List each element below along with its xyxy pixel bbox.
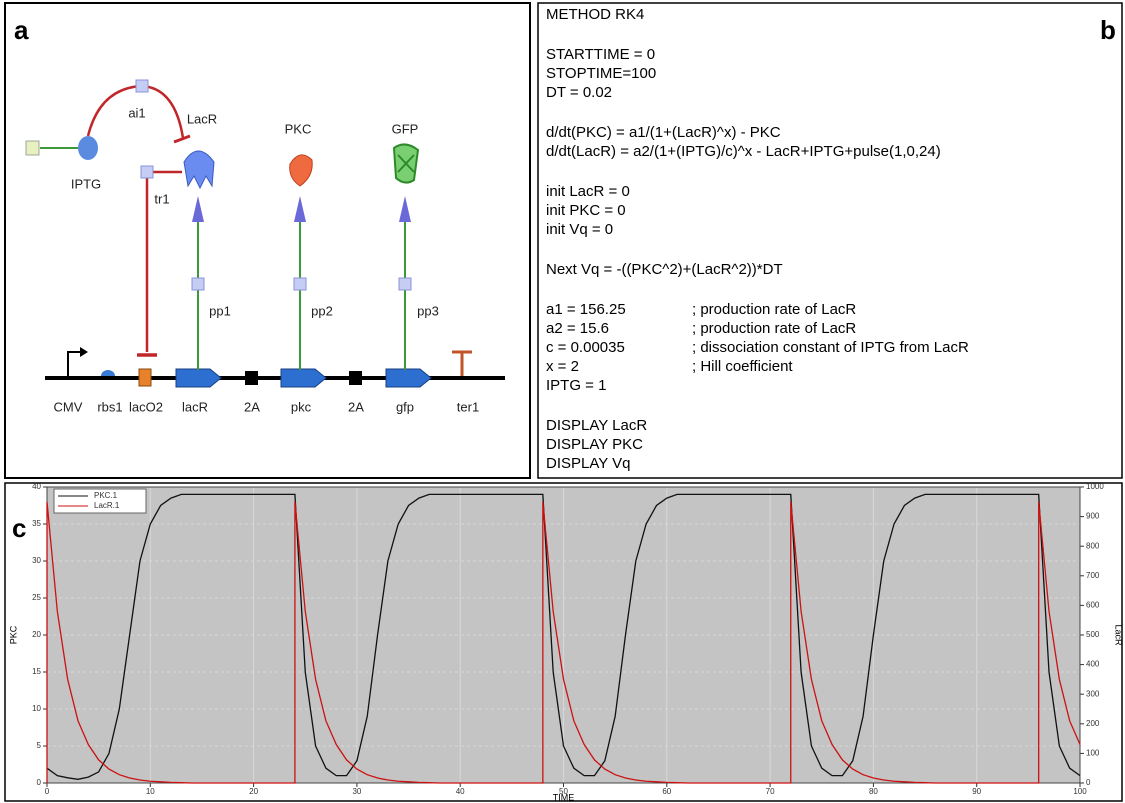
y-tick-label: 40	[32, 482, 41, 491]
part-label: lacR	[182, 399, 208, 414]
y2-tick-label: 700	[1086, 571, 1100, 580]
y2-tick-label: 200	[1086, 719, 1100, 728]
code-line: d/dt(LacR) = a2/(1+(IPTG)/c)^x - LacR+IP…	[546, 143, 941, 160]
x-tick-label: 20	[249, 787, 258, 796]
legend-label: LacR.1	[94, 501, 120, 510]
species-label: IPTG	[71, 176, 101, 191]
code-line: STARTTIME = 0	[546, 46, 655, 63]
x-axis-label: TIME	[553, 792, 575, 802]
species-label: GFP	[392, 121, 419, 136]
iptg-molecule	[78, 136, 98, 160]
lacr-protein	[184, 151, 214, 188]
part-label: 2A	[244, 399, 260, 414]
part-label: lacO2	[129, 399, 163, 414]
code-line: DISPLAY PKC	[546, 436, 643, 453]
code-line: a2 = 15.6	[546, 320, 609, 337]
y-tick-label: 20	[32, 630, 41, 639]
code-line: init LacR = 0	[546, 183, 630, 200]
figure: CMV rbs1 lacO2 lacR 2A pkc 2A gfp ter1 I…	[0, 0, 1125, 803]
y-tick-label: 5	[37, 741, 42, 750]
reaction-label: tr1	[154, 191, 169, 206]
y2-tick-label: 900	[1086, 512, 1100, 521]
code-line: IPTG = 1	[546, 377, 606, 394]
panel-label: b	[1100, 15, 1116, 45]
y-tick-label: 0	[37, 778, 42, 787]
x-tick-label: 10	[146, 787, 155, 796]
panel-label: c	[12, 513, 26, 543]
x-tick-label: 90	[972, 787, 981, 796]
x-tick-label: 30	[352, 787, 361, 796]
code-line: STOPTIME=100	[546, 65, 656, 82]
gfp-protein	[394, 144, 418, 182]
y2-tick-label: 300	[1086, 689, 1100, 698]
species-label: LacR	[187, 111, 217, 126]
2a-site	[245, 371, 258, 385]
reaction-label: pp1	[209, 303, 231, 318]
part-label: rbs1	[97, 399, 122, 414]
part-label: ter1	[457, 399, 479, 414]
reaction-node	[136, 80, 148, 92]
2a-site	[349, 371, 362, 385]
y2-tick-label: 400	[1086, 660, 1100, 669]
x-tick-label: 100	[1073, 787, 1087, 796]
y2-axis-label: LacR	[1114, 624, 1124, 646]
reaction-node	[399, 278, 411, 290]
y2-tick-label: 1000	[1086, 482, 1104, 491]
code-line: init Vq = 0	[546, 221, 613, 238]
x-tick-label: 40	[456, 787, 465, 796]
y2-tick-label: 500	[1086, 630, 1100, 639]
y-tick-label: 30	[32, 556, 41, 565]
code-line: Next Vq = -((PKC^2)+(LacR^2))*DT	[546, 261, 783, 278]
y-tick-label: 15	[32, 667, 41, 676]
y-tick-label: 10	[32, 704, 41, 713]
part-label: gfp	[396, 399, 414, 414]
x-tick-label: 70	[766, 787, 775, 796]
x-tick-label: 60	[662, 787, 671, 796]
code-line: METHOD RK4	[546, 6, 644, 23]
operator	[139, 369, 151, 386]
y-axis-label: PKC	[8, 625, 18, 644]
code-line: a1 = 156.25	[546, 301, 626, 318]
code-comment: ; production rate of LacR	[692, 320, 856, 337]
code-comment: ; production rate of LacR	[692, 301, 856, 318]
code-line: DT = 0.02	[546, 84, 612, 101]
code-line: c = 0.00035	[546, 339, 625, 356]
inducer-icon	[26, 141, 39, 155]
y2-tick-label: 800	[1086, 541, 1100, 550]
legend-label: PKC.1	[94, 491, 118, 500]
y2-tick-label: 600	[1086, 601, 1100, 610]
reaction-node	[294, 278, 306, 290]
part-label: CMV	[54, 399, 83, 414]
reaction-label: pp3	[417, 303, 439, 318]
code-line: d/dt(PKC) = a1/(1+(LacR)^x) - PKC	[546, 124, 781, 141]
reaction-node	[192, 278, 204, 290]
part-label: 2A	[348, 399, 364, 414]
code-line: DISPLAY Vq	[546, 455, 631, 472]
code-line: DISPLAY LacR	[546, 417, 647, 434]
panel-a-frame	[5, 3, 530, 478]
panel-label: a	[14, 15, 29, 45]
code-line: init PKC = 0	[546, 202, 626, 219]
y2-tick-label: 0	[1086, 778, 1091, 787]
x-tick-label: 80	[869, 787, 878, 796]
y2-tick-label: 100	[1086, 749, 1100, 758]
x-tick-label: 0	[45, 787, 50, 796]
code-comment: ; dissociation constant of IPTG from Lac…	[692, 339, 969, 356]
reaction-node	[141, 166, 153, 178]
y-tick-label: 35	[32, 519, 41, 528]
code-line: x = 2	[546, 358, 579, 375]
y-tick-label: 25	[32, 593, 41, 602]
code-comment: ; Hill coefficient	[692, 358, 793, 375]
part-label: pkc	[291, 399, 312, 414]
reaction-label: ai1	[128, 105, 145, 120]
reaction-label: pp2	[311, 303, 333, 318]
species-label: PKC	[285, 121, 312, 136]
